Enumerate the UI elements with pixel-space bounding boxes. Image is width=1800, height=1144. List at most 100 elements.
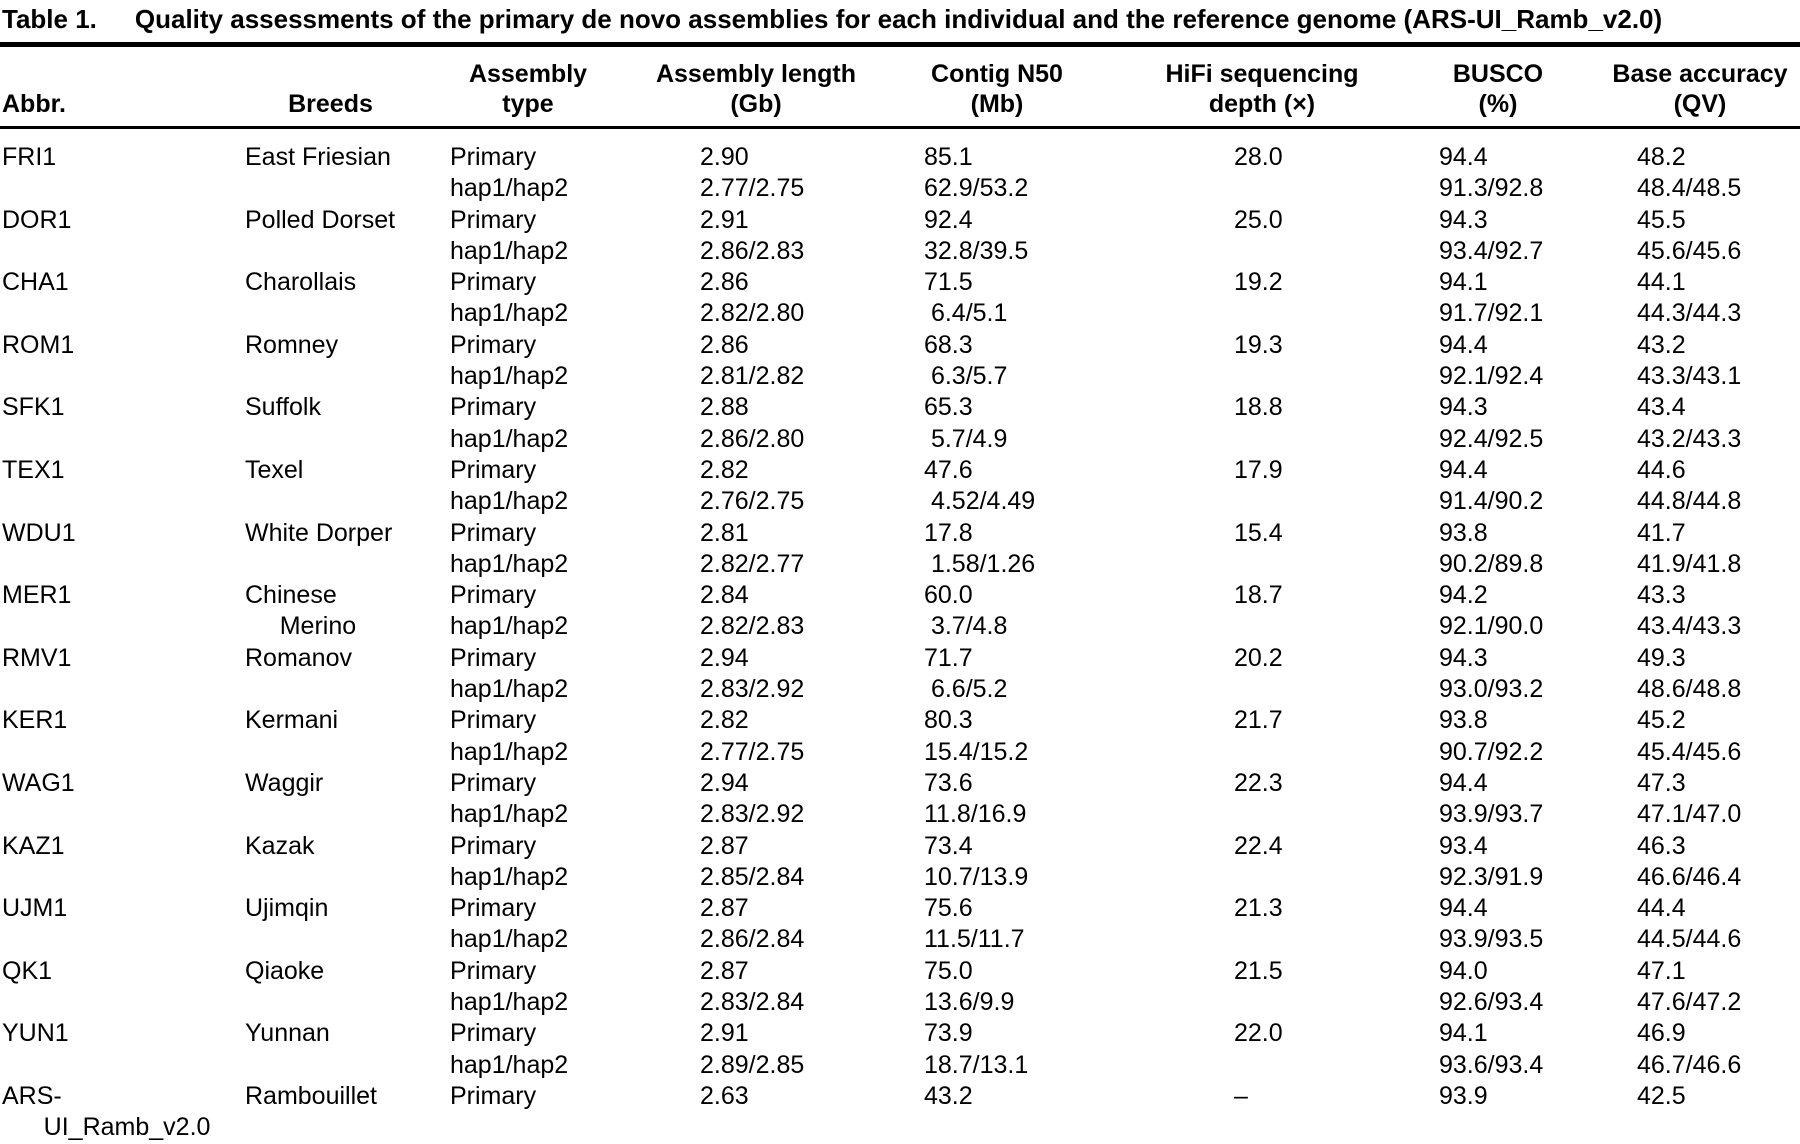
column-header: Abbr. bbox=[0, 47, 245, 129]
table-row: hap1/hap2 2.89/2.85 18.7/13.1 93.6/93.4 46.7… bbox=[0, 1050, 1800, 1081]
table-cell: 28.0 bbox=[1234, 143, 1283, 171]
table-cell: 6.4/5.1 bbox=[924, 299, 1008, 328]
table-cell bbox=[0, 424, 245, 455]
table-cell: 45.2 bbox=[1637, 706, 1686, 735]
table-cell: Suffolk bbox=[245, 393, 321, 422]
table-cell: DOR1 bbox=[2, 205, 72, 234]
table-cell: Primary bbox=[450, 768, 537, 797]
table-cell: 92.4/92.5 bbox=[1439, 424, 1544, 453]
table-cell: 49.3 bbox=[1637, 643, 1686, 672]
table-cell bbox=[245, 799, 450, 830]
table-row: hap1/hap2 2.81/2.82 6.3/5.7 92.1/92.4 43.3/… bbox=[0, 361, 1800, 392]
table-row: hap1/hap2 2.82/2.77 1.58/1.26 90.2/89.8 41.… bbox=[0, 549, 1800, 580]
table-cell: 21.7 bbox=[1234, 706, 1283, 735]
table-cell bbox=[245, 424, 450, 455]
table-cell bbox=[245, 924, 450, 955]
table-cell: hap1/hap2 bbox=[450, 362, 569, 391]
table-cell bbox=[1150, 424, 1420, 455]
column-header: Base accuracy (QV) bbox=[1600, 47, 1800, 129]
table-row: MER1 Chinese Primary 2.84 60.0 18.7 94.2 43.3 bbox=[0, 580, 1800, 611]
table-cell bbox=[0, 486, 245, 517]
table-cell: Primary bbox=[450, 894, 537, 923]
table-row: TEX1 Texel Primary 2.82 47.6 17.9 94.4 44.6 bbox=[0, 455, 1800, 486]
table-cell: 2.77/2.75 bbox=[700, 737, 805, 766]
table-row: DOR1 Polled Dorset Primary 2.91 92.4 25.0 94.3… bbox=[0, 205, 1800, 236]
table-cell: 20.2 bbox=[1234, 643, 1283, 672]
table-row: CHA1 Charollais Primary 2.86 71.5 19.2 94.1 44.… bbox=[0, 267, 1800, 298]
table-row: ARS- Rambouillet Primary 2.63 43.2 – 93.9 42.5 bbox=[0, 1081, 1800, 1112]
table-cell: Rambouillet bbox=[245, 1081, 378, 1110]
table-cell: 46.9 bbox=[1637, 1019, 1686, 1048]
table-cell: Charollais bbox=[245, 268, 357, 297]
table-number: Table 1. bbox=[2, 4, 97, 34]
table-cell: 47.6/47.2 bbox=[1637, 988, 1742, 1017]
table-row: SFK1 Suffolk Primary 2.88 65.3 18.8 94.3 43.4 bbox=[0, 392, 1800, 423]
table-row: ROM1 Romney Primary 2.86 68.3 19.3 94.4 43.2 bbox=[0, 330, 1800, 361]
table-cell: hap1/hap2 bbox=[450, 988, 569, 1017]
table-cell: 93.6/93.4 bbox=[1439, 1050, 1544, 1079]
table-cell: Primary bbox=[450, 1081, 537, 1110]
table-cell: 93.9/93.5 bbox=[1439, 925, 1544, 954]
table-row: QK1 Qiaoke Primary 2.87 75.0 21.5 94.0 47.1 bbox=[0, 956, 1800, 987]
table-cell: 2.94 bbox=[700, 643, 749, 672]
table-cell: 17.8 bbox=[924, 518, 973, 547]
table-cell: hap1/hap2 bbox=[450, 925, 569, 954]
table-cell bbox=[0, 862, 245, 893]
table-cell: 68.3 bbox=[924, 330, 973, 359]
table-cell: Primary bbox=[450, 1019, 537, 1048]
table-cell: 32.8/39.5 bbox=[924, 236, 1029, 265]
table-cell: 10.7/13.9 bbox=[924, 862, 1029, 891]
table-row: YUN1 Yunnan Primary 2.91 73.9 22.0 94.1 46.9 bbox=[0, 1018, 1800, 1049]
table-cell: MER1 bbox=[2, 581, 72, 610]
table-cell: 90.7/92.2 bbox=[1439, 737, 1544, 766]
table-cell: – bbox=[1234, 1081, 1248, 1110]
table-cell: 90.2/89.8 bbox=[1439, 549, 1544, 578]
table-cell bbox=[245, 1050, 450, 1081]
table-cell: 17.9 bbox=[1234, 455, 1283, 484]
table-cell: 2.77/2.75 bbox=[700, 174, 805, 203]
table-cell: 73.9 bbox=[924, 1019, 973, 1048]
table-cell: 92.4 bbox=[924, 205, 973, 234]
table-cell: 94.3 bbox=[1439, 393, 1488, 422]
table-cell: 93.8 bbox=[1439, 706, 1488, 735]
table-cell: 44.8/44.8 bbox=[1637, 487, 1742, 516]
table-cell bbox=[1150, 862, 1420, 893]
table-cell: 2.81 bbox=[700, 518, 749, 547]
table-cell: 3.7/4.8 bbox=[924, 612, 1008, 641]
table-cell: Primary bbox=[450, 706, 537, 735]
table-row: hap1/hap2 2.77/2.75 62.9/53.2 91.3/92.8 48.4… bbox=[0, 173, 1800, 204]
table-cell: 41.7 bbox=[1637, 518, 1686, 547]
table-cell: FRI1 bbox=[2, 143, 57, 171]
table-caption: Table 1. Quality assessments of the prim… bbox=[0, 0, 1800, 42]
table-cell: 71.7 bbox=[924, 643, 973, 672]
table-cell: 11.8/16.9 bbox=[924, 800, 1027, 829]
table-row: hap1/hap2 2.83/2.84 13.6/9.9 92.6/93.4 47.6/… bbox=[0, 987, 1800, 1018]
table-cell: Kermani bbox=[245, 706, 339, 735]
table-cell: 48.4/48.5 bbox=[1637, 174, 1742, 203]
table-cell: KAZ1 bbox=[2, 831, 65, 860]
table-cell bbox=[1150, 1112, 1420, 1143]
table-cell bbox=[0, 549, 245, 580]
table-cell bbox=[1420, 1112, 1600, 1143]
table-row: WAG1 Waggir Primary 2.94 73.6 22.3 94.4 47.3 bbox=[0, 768, 1800, 799]
table-cell: 19.2 bbox=[1234, 268, 1283, 297]
table-cell: Primary bbox=[450, 956, 537, 985]
table-cell bbox=[1150, 1050, 1420, 1081]
table-cell: Primary bbox=[450, 205, 537, 234]
table-cell: 91.3/92.8 bbox=[1439, 174, 1544, 203]
table-cell bbox=[1150, 486, 1420, 517]
table-cell: 94.3 bbox=[1439, 205, 1488, 234]
table-cell: 2.94 bbox=[700, 768, 749, 797]
table-cell: 94.4 bbox=[1439, 455, 1488, 484]
table-cell: 94.4 bbox=[1439, 894, 1488, 923]
table-cell bbox=[0, 236, 245, 267]
table-cell: 43.4/43.3 bbox=[1637, 612, 1742, 641]
table-cell: ROM1 bbox=[2, 330, 75, 359]
table-cell: 43.2 bbox=[924, 1081, 973, 1110]
table-row: hap1/hap2 2.86/2.80 5.7/4.9 92.4/92.5 43.2/… bbox=[0, 424, 1800, 455]
table-cell: 91.4/90.2 bbox=[1439, 487, 1544, 516]
table-cell: Primary bbox=[450, 455, 537, 484]
table-cell: 2.88 bbox=[700, 393, 749, 422]
table-cell: Texel bbox=[245, 455, 304, 484]
table-cell: 21.3 bbox=[1234, 894, 1283, 923]
